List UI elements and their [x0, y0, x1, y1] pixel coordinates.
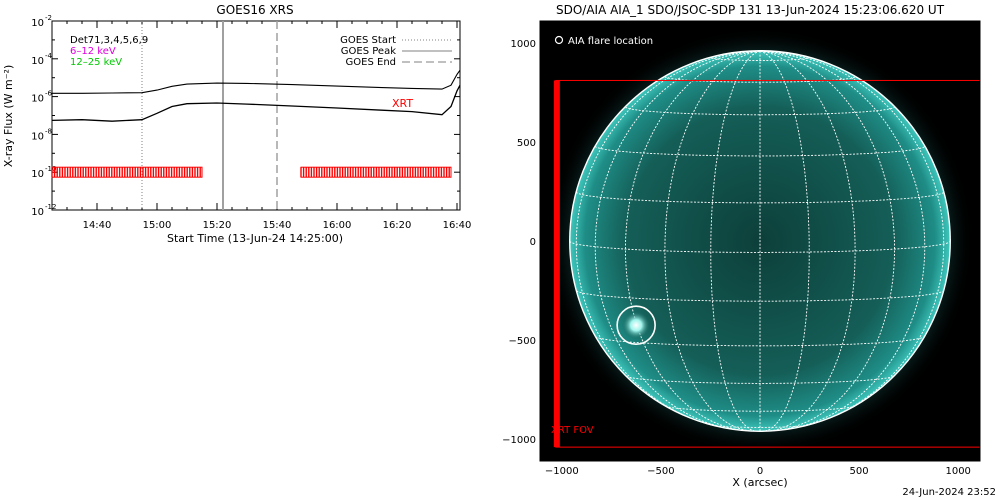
solar-limb [569, 50, 951, 432]
goes-x-tick-label: 16:20 [383, 220, 412, 231]
goes-x-tick-label: 14:40 [83, 220, 112, 231]
goes-series-line [52, 69, 461, 94]
aia-x-tick-label: 500 [850, 466, 869, 477]
goes-y-tick-label: 10 [31, 56, 44, 67]
aia-image: AIA flare location XRT FOV [540, 21, 980, 461]
aia-legend-label: AIA flare location [568, 36, 653, 47]
aia-y-tick-label: −1000 [502, 435, 536, 446]
grid-line [575, 50, 761, 426]
goes-xlabel: Start Time (13-Jun-24 14:25:00) [167, 232, 343, 245]
goes-y-tick-label: 10 [31, 207, 44, 218]
goes-y-tick-exponent: -2 [45, 14, 52, 22]
band-high-label: 12–25 keV [70, 57, 122, 68]
grid-line [625, 375, 895, 384]
band-low-label: 6–12 keV [70, 46, 116, 57]
grid-line [575, 191, 945, 204]
aia-x-tick-label: −500 [647, 466, 674, 477]
aia-y-tick-label: 1000 [511, 39, 536, 50]
goes-x-tick-label: 15:00 [143, 220, 172, 231]
goes-y-tick-label: 10 [31, 94, 44, 105]
det-label: Det71,3,4,5,6,9 [70, 35, 148, 46]
grid-line [759, 50, 926, 430]
grid-line [710, 57, 810, 61]
aia-image-chart: SDO/AIA AIA_1 SDO/JSOC-SDP 131 13-Jun-20… [502, 3, 981, 489]
goes-y-tick-exponent: -6 [45, 90, 53, 98]
aia-xlabel: X (arcsec) [732, 476, 787, 489]
grid-line [759, 50, 895, 432]
aia-y-tick-label: 0 [530, 237, 536, 248]
goes-x-tick-label: 15:40 [263, 220, 292, 231]
grid-line [665, 405, 855, 412]
goes-x-tick-label: 16:40 [443, 220, 472, 231]
aia-x-axis: −1000 −500 0 500 1000 [541, 454, 979, 477]
goes-legend: GOES Start GOES Peak GOES End [340, 35, 452, 68]
goes-x-tick-label: 16:00 [323, 220, 352, 231]
grid-line [594, 145, 926, 157]
generation-timestamp: 24-Jun-2024 23:52 [902, 487, 996, 498]
goes-y-tick-exponent: -4 [45, 52, 53, 60]
grid-line [576, 290, 944, 302]
aia-x-tick-label: 0 [757, 466, 763, 477]
legend-peak-label: GOES Peak [341, 46, 396, 57]
flare-location-marker [616, 305, 656, 346]
goes-y-tick-label: 10 [31, 18, 44, 29]
goes-series-line [51, 84, 461, 122]
goes-ylabel: X-ray Flux (W m⁻²) [2, 65, 15, 167]
goes-y-tick-exponent: -12 [45, 203, 56, 211]
goes-markers [141, 21, 278, 210]
goes-y-tick-label: 10 [31, 169, 44, 180]
goes-y-tick-exponent: -10 [45, 165, 56, 173]
xrt-fov-label: XRT FOV [551, 425, 594, 436]
aia-legend-symbol [554, 35, 564, 45]
grid-line [664, 76, 856, 83]
aia-x-tick-label: −1000 [545, 466, 579, 477]
goes-x-tick-label: 15:20 [203, 220, 232, 231]
goes-series [51, 69, 461, 122]
grid-line [625, 50, 761, 432]
aia-x-tick-label: 1000 [945, 466, 970, 477]
goes-y-tick-label: 10 [31, 131, 44, 142]
goes-x-axis: 14:40 15:00 15:20 15:40 16:00 16:20 16:40 [66, 21, 472, 231]
grid-line [712, 424, 808, 428]
aia-y-tick-label: −500 [509, 336, 536, 347]
xrt-coverage [51, 166, 452, 178]
legend-end-label: GOES End [346, 57, 396, 68]
grid-line [759, 50, 945, 426]
legend-start-label: GOES Start [340, 35, 396, 46]
aia-title: SDO/AIA AIA_1 SDO/JSOC-SDP 131 13-Jun-20… [556, 3, 945, 17]
xrt-label: XRT [392, 97, 413, 110]
goes-y-tick-exponent: -8 [45, 127, 52, 135]
aia-y-axis: 1000 500 0 −500 −1000 [502, 22, 547, 460]
grid-line [594, 50, 761, 430]
flare-brightening [622, 311, 651, 340]
aia-y-tick-label: 500 [517, 138, 536, 149]
goes-title: GOES16 XRS [216, 3, 293, 17]
xrt-fov-left-edge [553, 80, 560, 448]
